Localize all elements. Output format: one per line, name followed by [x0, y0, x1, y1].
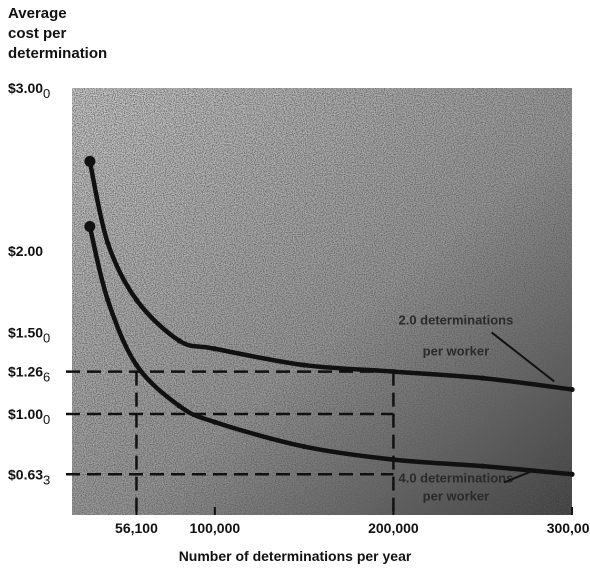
x-tick-label: 56,100 [115, 520, 158, 536]
x-tick-label: 100,000 [190, 520, 241, 536]
series-1-start-point [84, 221, 96, 233]
series-0-point-2 [133, 297, 140, 303]
y-tick-labels: $3.000 $2.00 $1.500 $1.266 $1.000 $0.633 [8, 80, 50, 487]
series-0-point-6 [390, 368, 397, 375]
y-tick-0: $3.000 [8, 80, 50, 101]
y-tick-1: $2.00 [8, 243, 43, 259]
series-1-point-8 [569, 471, 575, 477]
series-0-point-7 [480, 375, 486, 381]
series-1-point-4 [212, 419, 218, 425]
plot-texture [72, 88, 572, 515]
x-tick-0: 56,100 [115, 507, 158, 536]
series-1-point-1 [105, 297, 111, 303]
y-tick-5: $0.633 [8, 466, 50, 487]
reference-lines [66, 370, 395, 515]
series-1-point-5 [301, 443, 307, 450]
series-1-point-7 [480, 463, 486, 469]
annotations: 2.0 determinations per worker 4.0 determin… [398, 312, 555, 503]
y-tick-label: $3.000 [8, 80, 50, 101]
series-1-point-2 [133, 362, 140, 368]
annotation-1: per worker [423, 343, 489, 358]
series-0-point-1 [105, 240, 111, 246]
annotation-3: per worker [423, 488, 489, 503]
y-axis-title-line-1: Average [8, 5, 67, 22]
y-tick-label: $1.500 [8, 324, 50, 345]
annotation-0: 2.0 determinations [398, 312, 513, 327]
y-tick-label: $0.633 [8, 466, 50, 487]
annotation-2: 4.0 determinations [398, 470, 513, 485]
x-axis-title: Number of determinations per year [178, 548, 412, 564]
series-0-line [87, 159, 575, 392]
y-tick-label: $1.266 [8, 364, 50, 385]
x-tick-label: 300,000 [547, 520, 590, 536]
annotation-arrow-0 [491, 331, 555, 383]
y-tick-label: $1.000 [8, 406, 50, 427]
y-tick-4: $1.000 [8, 406, 50, 427]
x-tick-labels: 56,100 100,000 200,000 300,000 [115, 507, 590, 536]
series-1-point-3 [176, 403, 182, 409]
series-0-point-3 [176, 338, 182, 344]
x-tick-2: 200,000 [368, 507, 419, 536]
series-group [84, 155, 575, 477]
y-axis-title: Average cost per determination [8, 4, 107, 64]
x-tick-label: 200,000 [368, 520, 419, 536]
annotation-arrow-1 [503, 468, 537, 484]
plot-area [72, 88, 572, 515]
series-0-point-4 [212, 346, 218, 352]
y-axis-title-line-2: cost per [8, 25, 67, 42]
y-tick-2: $1.500 [8, 324, 50, 345]
series-0-start-point [84, 155, 96, 167]
x-tick-1: 100,000 [190, 507, 241, 536]
y-tick-label: $2.00 [8, 243, 43, 259]
series-0-point-8 [569, 386, 575, 393]
series-1-point-6 [390, 456, 397, 463]
y-axis-title-line-3: determination [8, 45, 108, 62]
series-0-point-5 [301, 362, 307, 368]
series-1-line [87, 224, 575, 477]
x-tick-3: 300,000 [547, 507, 590, 536]
y-tick-3: $1.266 [8, 364, 50, 385]
